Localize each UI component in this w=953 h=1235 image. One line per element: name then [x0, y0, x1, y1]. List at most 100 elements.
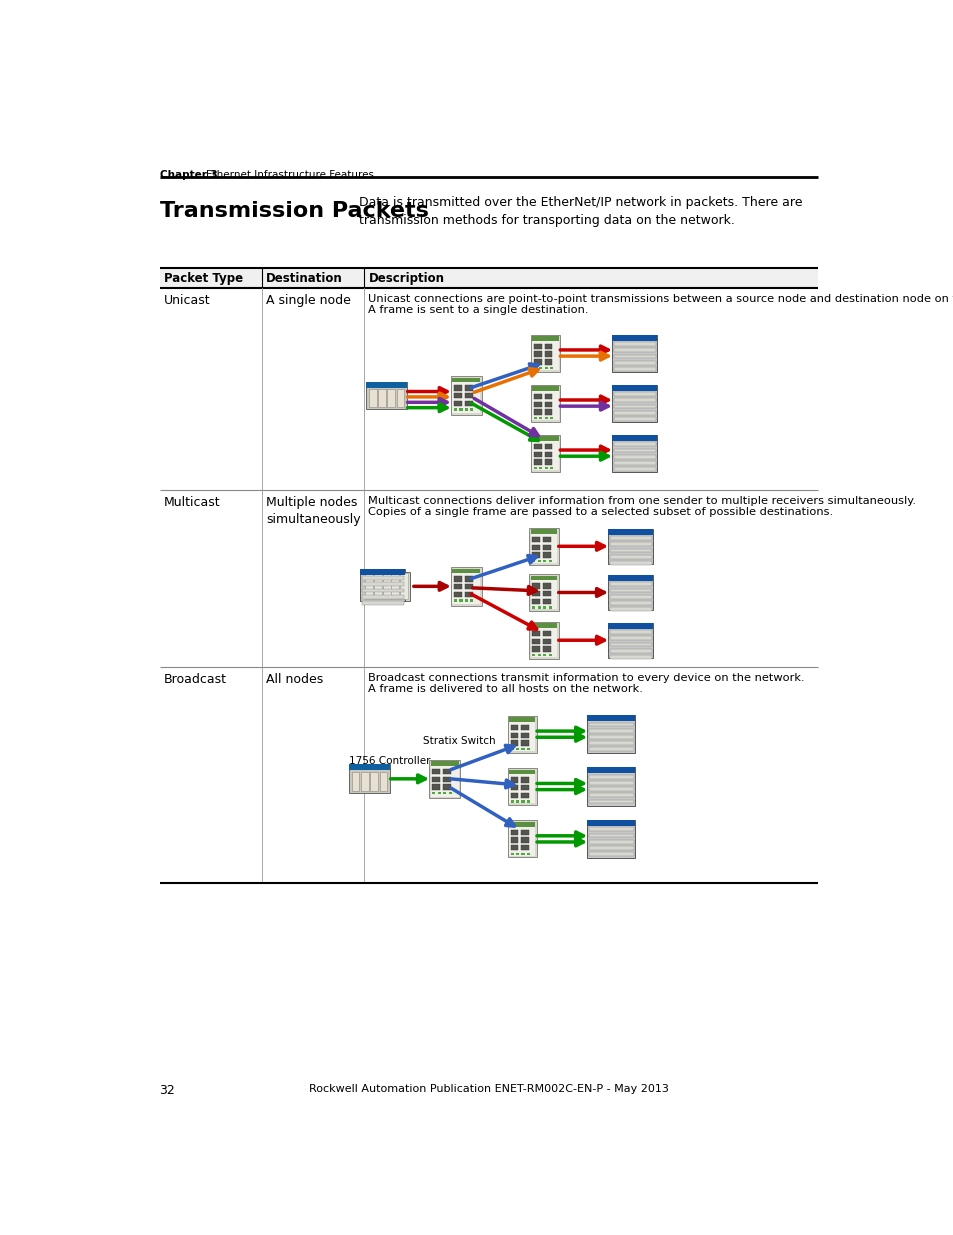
Bar [530, 530, 557, 534]
Text: Broadcast connections transmit information to every device on the network.: Broadcast connections transmit informati… [368, 673, 804, 683]
Text: Ethernet Infrastructure Features: Ethernet Infrastructure Features [206, 169, 374, 180]
Bar [548, 561, 551, 562]
Bar [587, 715, 635, 753]
Bar [613, 405, 655, 409]
Bar [510, 845, 517, 851]
Bar [532, 545, 539, 550]
Bar [432, 784, 439, 789]
Bar [609, 595, 651, 599]
Bar [521, 740, 529, 746]
Bar [370, 772, 377, 792]
Bar [374, 573, 381, 599]
Bar [588, 840, 633, 844]
Text: Unicast: Unicast [164, 294, 211, 306]
Bar [530, 624, 557, 657]
Bar [542, 631, 550, 636]
Bar [509, 769, 535, 804]
Bar [510, 830, 517, 835]
Bar [613, 354, 655, 358]
Bar [530, 335, 559, 372]
Bar [530, 530, 557, 563]
Bar [521, 732, 529, 739]
Bar [429, 760, 459, 798]
Bar [516, 800, 518, 803]
Text: 32: 32 [159, 1084, 175, 1097]
Bar [548, 606, 551, 609]
Bar [534, 352, 541, 357]
Bar [544, 359, 552, 364]
Bar [521, 852, 524, 855]
Bar [538, 417, 542, 419]
Bar [529, 527, 558, 564]
Text: Broadcast: Broadcast [164, 673, 227, 687]
Bar [521, 777, 529, 783]
Bar [609, 583, 651, 587]
Bar [609, 608, 651, 611]
Bar [464, 599, 468, 601]
Bar [613, 393, 655, 396]
Bar [360, 568, 405, 601]
Bar [609, 589, 651, 593]
Bar [534, 452, 541, 457]
Bar [534, 409, 541, 415]
Bar [544, 459, 552, 464]
Bar [588, 722, 633, 726]
Bar [609, 548, 651, 552]
Bar [544, 394, 552, 399]
Bar [510, 800, 513, 803]
Bar [443, 792, 446, 794]
Bar [470, 409, 473, 411]
Bar [588, 782, 633, 785]
Bar [534, 343, 541, 350]
Bar [609, 642, 651, 646]
Bar [612, 335, 657, 372]
Bar [608, 622, 653, 629]
Text: Copies of a single frame are passed to a selected subset of possible destination: Copies of a single frame are passed to a… [368, 508, 833, 517]
Text: Packet Type: Packet Type [164, 272, 243, 285]
Bar [509, 823, 535, 856]
Bar [587, 767, 635, 805]
Bar [534, 394, 541, 399]
Bar [443, 784, 451, 789]
Bar [550, 467, 553, 469]
Bar [361, 601, 403, 605]
Bar [537, 655, 540, 656]
Bar [509, 823, 535, 826]
Bar [361, 595, 403, 599]
Bar [366, 382, 406, 409]
Bar [454, 385, 461, 390]
Text: A frame is sent to a single destination.: A frame is sent to a single destination. [368, 305, 588, 315]
Bar [454, 393, 461, 399]
Bar [159, 268, 818, 288]
Text: Data is transmitted over the EtherNet/IP network in packets. There are
transmiss: Data is transmitted over the EtherNet/IP… [359, 196, 802, 227]
Bar [542, 599, 550, 604]
Bar [507, 716, 537, 752]
Bar [588, 787, 633, 792]
Text: Transmission Packets: Transmission Packets [159, 200, 428, 221]
Bar [521, 837, 529, 842]
Bar [454, 401, 461, 406]
Bar [587, 767, 635, 773]
Bar [464, 401, 472, 406]
Bar [530, 576, 557, 609]
Bar [542, 655, 546, 656]
Bar [542, 552, 550, 558]
Bar [521, 845, 529, 851]
Text: Multicast: Multicast [164, 496, 220, 509]
Bar [510, 852, 513, 855]
Bar [587, 820, 635, 826]
Bar [608, 574, 653, 610]
Bar [530, 384, 559, 421]
Bar [363, 572, 410, 601]
Bar [588, 741, 633, 745]
Bar [464, 592, 472, 597]
Bar [613, 411, 655, 415]
Text: Description: Description [368, 272, 444, 285]
Bar [534, 417, 537, 419]
Bar [454, 599, 456, 601]
Bar [521, 785, 529, 790]
Bar [452, 378, 480, 412]
Bar [470, 599, 473, 601]
Bar [542, 592, 550, 597]
Bar [612, 384, 657, 390]
